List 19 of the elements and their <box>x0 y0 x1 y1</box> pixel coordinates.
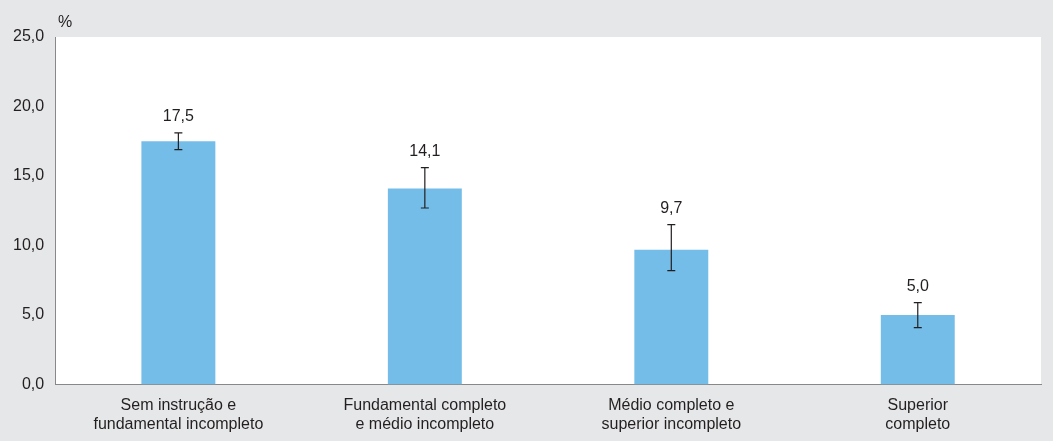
bar <box>634 249 709 385</box>
y-tick-label: 5,0 <box>21 305 45 323</box>
y-tick-label: 20,0 <box>13 96 45 114</box>
y-axis-title: % <box>58 13 73 31</box>
data-label: 17,5 <box>162 107 195 125</box>
bar <box>880 315 955 385</box>
y-tick-label: 25,0 <box>13 27 45 45</box>
data-label: 14,1 <box>409 142 441 160</box>
x-tick-label: Superior completo <box>885 395 951 432</box>
x-tick-label: Sem instrução e fundamental incompleto <box>93 395 264 432</box>
y-tick-label: 0,0 <box>21 375 45 393</box>
x-tick-label: Fundamental completo e médio incompleto <box>343 395 507 432</box>
bar <box>387 188 462 385</box>
y-tick-label: 10,0 <box>13 235 45 253</box>
y-tick-label: 15,0 <box>13 166 45 184</box>
x-tick-label: Médio completo e superior incompleto <box>601 395 742 432</box>
bar <box>141 141 216 385</box>
data-label: 5,0 <box>906 276 929 294</box>
data-label: 9,7 <box>660 199 683 217</box>
